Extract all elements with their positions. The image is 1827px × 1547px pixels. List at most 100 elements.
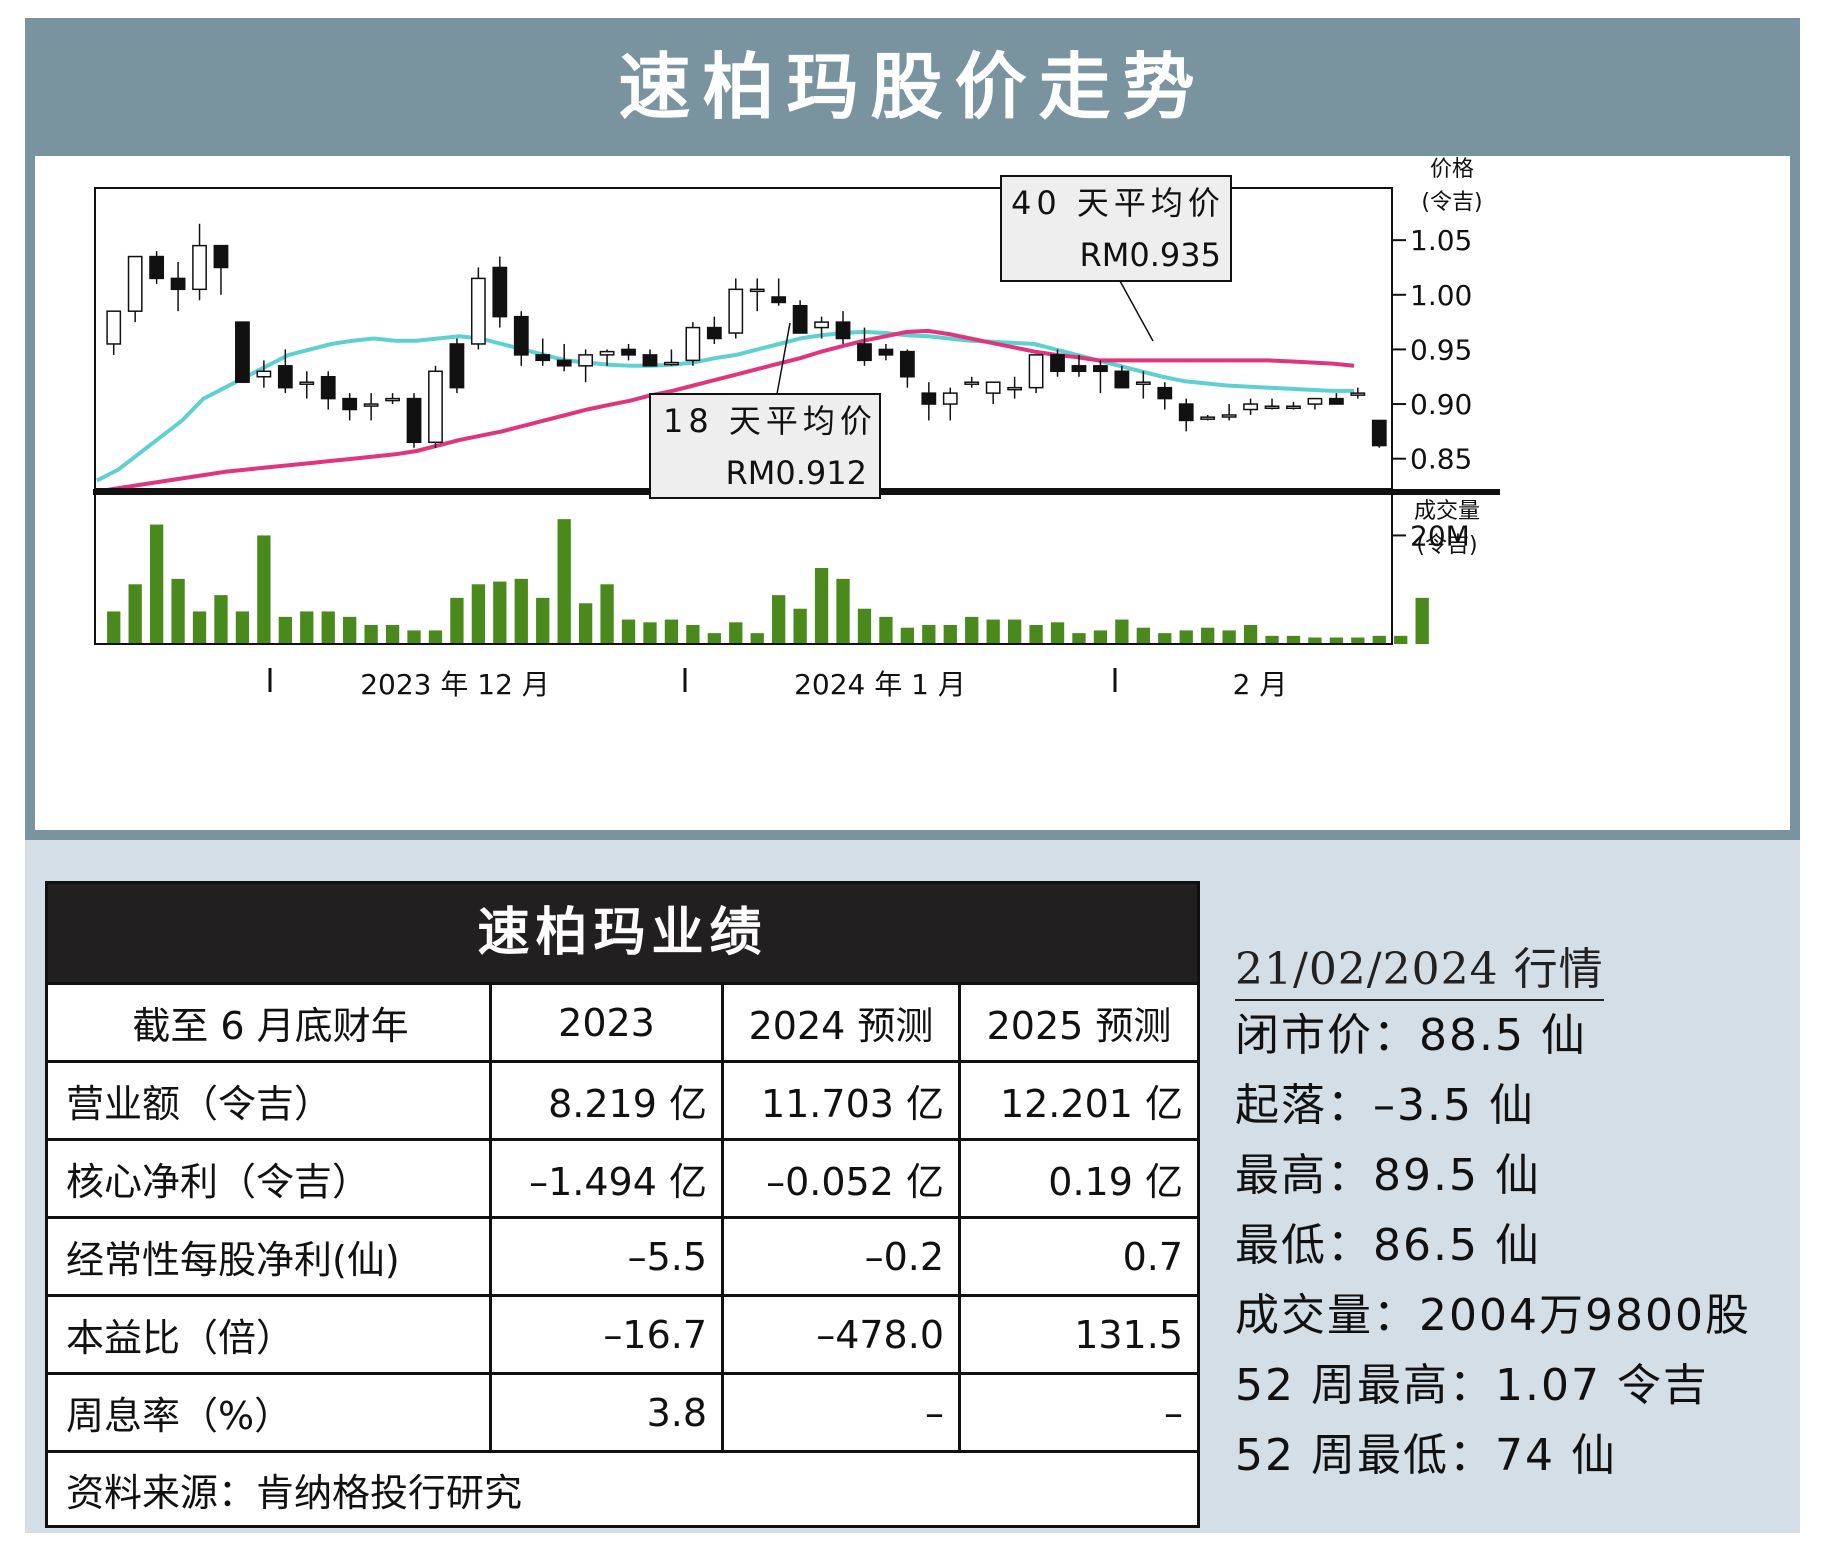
row-label: 营业额（令吉）: [66, 1082, 333, 1126]
table-cell: –478.0: [721, 1297, 958, 1372]
volume-bar: [1029, 625, 1043, 644]
ma18-callout-pointer: [776, 322, 791, 395]
price-tick-label: 1.00: [1410, 279, 1472, 312]
candle-body: [1093, 365, 1108, 373]
volume-bar: [128, 584, 142, 644]
volume-bar: [943, 625, 957, 644]
volume-bar: [707, 633, 721, 644]
table-cell: –0.2: [721, 1219, 958, 1294]
volume-bar: [428, 630, 443, 644]
candle-body: [642, 354, 658, 367]
performance-table: 速柏玛业绩 截至 6 月底财年 2023 2024 预测 2025 预测 营业额…: [45, 881, 1200, 1528]
volume-bar: [1415, 597, 1429, 644]
market-line: 52 周最高：1.07 令吉: [1235, 1360, 1709, 1411]
candle-body: [942, 392, 958, 405]
volume-bar: [107, 611, 121, 644]
candle-body: [149, 255, 165, 280]
x-axis-label: 2023 年 12 月: [360, 668, 550, 701]
candle-body: [428, 370, 443, 444]
volume-bar: [879, 616, 893, 644]
volume-bar: [192, 611, 207, 644]
chart-title: 速柏玛股价走势: [618, 45, 1207, 129]
table-row: 核心净利（令吉） –1.494 亿 –0.052 亿 0.19 亿: [48, 1138, 1197, 1216]
row-label: 核心净利（令吉）: [66, 1160, 371, 1204]
ma18-line: [96, 329, 1354, 483]
chart-panel: 速柏玛股价走势 1.05 1.00 0.95 0.90 0.85 价格 (令吉) 20M 成交量…: [25, 18, 1800, 840]
table-row: 本益比（倍） –16.7 –478.0 131.5: [48, 1294, 1197, 1372]
volume-bar: [1201, 627, 1215, 644]
table-cell: –5.5: [489, 1219, 721, 1294]
market-line: 成交量：2004万9800股: [1235, 1290, 1751, 1341]
header-cell: 截至 6 月底财年: [132, 1004, 409, 1048]
candle-body: [621, 348, 636, 356]
volume-bar: [493, 581, 507, 644]
candle-body: [106, 310, 122, 345]
candle-body: [556, 359, 572, 367]
market-line: 52 周最低：74 仙: [1235, 1430, 1617, 1481]
volume-bar: [536, 597, 550, 644]
table-cell: –0.052 亿: [721, 1141, 958, 1216]
volume-bar: [471, 584, 486, 644]
ma18-callout-name: 18 天平均价: [663, 402, 877, 440]
volume-bar: [1222, 630, 1236, 644]
candle-body: [1286, 405, 1301, 409]
candle-body: [792, 304, 808, 334]
volume-bar: [235, 611, 250, 644]
candle-body: [1028, 354, 1044, 389]
source-row: 资料来源：肯纳格投行研究: [48, 1450, 1197, 1525]
volume-bar: [814, 568, 829, 644]
table-row: 周息率（%） 3.8 – –: [48, 1372, 1197, 1450]
volume-bar: [385, 625, 400, 644]
volume-bar: [450, 597, 464, 644]
volume-bar: [1050, 622, 1065, 644]
market-line: 闭市价：88.5 仙: [1235, 1010, 1587, 1061]
market-line: 最高：89.5 仙: [1235, 1150, 1541, 1201]
table-cell: 131.5: [958, 1297, 1197, 1372]
volume-bar: [364, 625, 378, 644]
table-row: 营业额（令吉） 8.219 亿 11.703 亿 12.201 亿: [48, 1060, 1197, 1138]
table-header-row: 截至 6 月底财年 2023 2024 预测 2025 预测: [48, 982, 1197, 1060]
price-tick-label: 0.85: [1410, 443, 1472, 476]
candle-body: [985, 381, 1001, 394]
volume-bar: [1372, 635, 1386, 644]
candle-body: [706, 326, 722, 340]
source-note: 资料来源：肯纳格投行研究: [66, 1470, 523, 1515]
table-cell: 11.703 亿: [721, 1063, 958, 1138]
ma40-callout-pointer: [1119, 280, 1154, 342]
candle-body: [1371, 419, 1387, 447]
volume-axis-label: 成交量: [1414, 499, 1480, 524]
volume-bar: [836, 578, 850, 644]
volume-bar: [407, 630, 421, 644]
candle-body: [256, 370, 272, 378]
performance-title: 速柏玛业绩: [48, 884, 1197, 982]
table-cell: 0.7: [958, 1219, 1197, 1294]
ma18-callout-value: RM0.912: [726, 454, 867, 492]
table-cell: 12.201 亿: [958, 1063, 1197, 1138]
volume-bar: [793, 608, 807, 644]
volume-bar: [772, 595, 786, 644]
ma40-line: [96, 328, 1355, 494]
candle-body: [599, 350, 615, 356]
candlesticks: [106, 223, 1387, 448]
ma40-callout-name: 40 天平均价: [1011, 184, 1225, 222]
market-line: 最低：86.5 仙: [1235, 1220, 1541, 1271]
candle-body: [1221, 414, 1237, 418]
volume-bar: [1179, 630, 1193, 644]
table-cell: 0.19 亿: [958, 1141, 1197, 1216]
candle-body: [685, 326, 701, 362]
candle-body: [342, 397, 358, 411]
ma18-callout-box: [649, 393, 881, 499]
axes: 1.051.000.950.900.85价格(令吉)20M成交量(令吉)2023…: [268, 157, 1483, 701]
table-row: 经常性每股净利(仙) –5.5 –0.2 0.7: [48, 1216, 1197, 1294]
volume-bar: [257, 535, 271, 644]
candle-body: [1350, 392, 1366, 396]
candle-body: [235, 321, 250, 383]
candle-body: [192, 244, 207, 291]
candle-body: [964, 381, 980, 385]
candle-body: [1307, 397, 1323, 405]
candle-body: [664, 361, 679, 366]
infographic: 速柏玛股价走势 1.05 1.00 0.95 0.90 0.85 价格 (令吉) 20M 成交量…: [25, 18, 1800, 1533]
row-label: 本益比（倍）: [66, 1316, 295, 1360]
volume-bar: [1265, 635, 1279, 644]
volume-bar: [922, 625, 936, 644]
